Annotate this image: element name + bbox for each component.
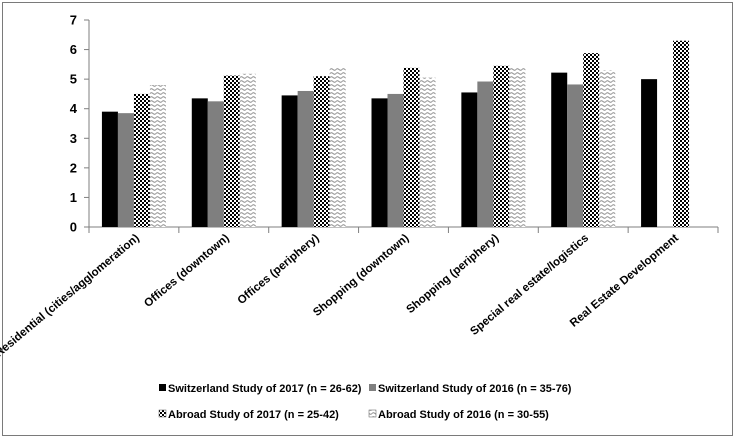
bar-series-4 xyxy=(239,73,256,227)
bar-series-4 xyxy=(599,70,616,228)
bar-series-1 xyxy=(191,98,208,227)
bar-series-1 xyxy=(281,95,298,228)
legend-swatch xyxy=(158,409,167,418)
bar-series-1 xyxy=(641,79,658,228)
bar-series-4 xyxy=(329,67,346,227)
bar-series-2 xyxy=(207,101,224,227)
legend-label: Switzerland Study of 2016 (n = 35-76) xyxy=(378,383,572,395)
category-label: Shopping (downtown) xyxy=(311,232,411,319)
bar-series-1 xyxy=(371,98,388,227)
legend-label: Abroad Study of 2017 (n = 25-42) xyxy=(168,409,339,421)
bar-series-2 xyxy=(477,81,494,227)
bar-series-1 xyxy=(551,72,568,227)
bar-series-4 xyxy=(149,85,166,227)
category-label: Residential (cities/agglomeration) xyxy=(0,232,142,360)
bar-series-3 xyxy=(673,40,690,228)
legend-swatch xyxy=(369,384,376,391)
bar-series-3 xyxy=(133,93,150,227)
legend-swatch xyxy=(368,409,377,418)
category-label: Offices (downtown) xyxy=(142,232,232,310)
y-tick-label: 6 xyxy=(70,42,77,57)
category-label: Real Estate Development xyxy=(568,232,681,330)
bar-series-2 xyxy=(387,93,404,227)
bar-series-1 xyxy=(461,92,478,227)
y-tick-label: 0 xyxy=(70,220,77,235)
bar-series-2 xyxy=(297,90,314,227)
category-label: Offices (periphery) xyxy=(236,232,322,307)
category-label: Shopping (periphery) xyxy=(404,232,501,316)
bar-series-4 xyxy=(419,77,436,228)
bar-series-3 xyxy=(223,75,240,227)
bar-series-2 xyxy=(567,84,584,227)
bar-series-2 xyxy=(117,113,134,227)
bar-series-4 xyxy=(509,67,526,227)
legend-swatch xyxy=(159,384,166,391)
bar-series-3 xyxy=(493,65,510,227)
y-tick-label: 1 xyxy=(70,190,77,205)
bar-series-3 xyxy=(403,67,420,227)
y-tick-label: 3 xyxy=(70,131,77,146)
y-tick-label: 4 xyxy=(70,101,78,116)
bar-series-1 xyxy=(101,111,118,227)
bar-series-3 xyxy=(583,53,600,228)
y-tick-label: 5 xyxy=(70,72,77,87)
legend-label: Abroad Study of 2016 (n = 30-55) xyxy=(378,409,549,421)
legend-label: Switzerland Study of 2017 (n = 26-62) xyxy=(168,383,362,395)
y-tick-label: 7 xyxy=(70,13,77,28)
bar-series-3 xyxy=(313,76,330,227)
y-tick-label: 2 xyxy=(70,160,77,175)
